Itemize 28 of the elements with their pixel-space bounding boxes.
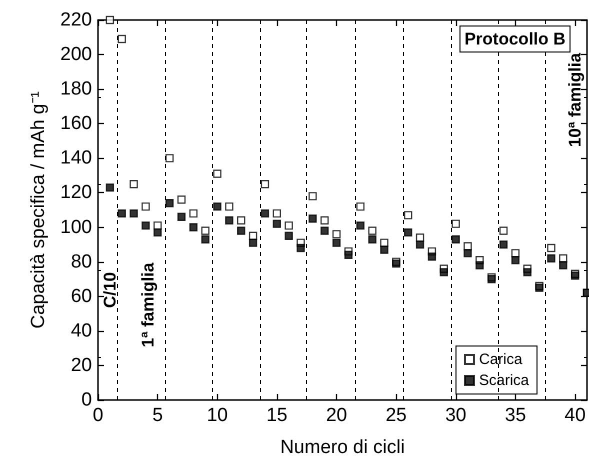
y-tick-label: 80	[70, 251, 92, 272]
y-tick-label: 120	[60, 182, 92, 204]
y-tick-label: 180	[60, 78, 92, 100]
y-tick-label: 100	[60, 216, 92, 238]
x-tick-label: 30	[445, 405, 466, 426]
x-tick-label: 25	[386, 405, 407, 426]
annotation: 10ª famiglia	[566, 52, 584, 148]
annotation: 1ª famiglia	[138, 262, 158, 348]
annotation: Protocollo B	[464, 30, 566, 48]
x-tick-label: 15	[266, 405, 288, 426]
x-axis-title: Numero di cicli	[280, 437, 405, 458]
y-tick-label: 200	[60, 44, 92, 66]
y-tick-label: 40	[70, 320, 92, 342]
x-tick-label: 5	[152, 405, 163, 426]
x-tick-label: 10	[206, 405, 228, 426]
y-axis-title: Capacità specifica / mAh g⁻¹	[28, 91, 49, 329]
x-tick-label: 20	[326, 405, 348, 426]
y-tick-label: 140	[60, 148, 92, 169]
y-tick-label: 220	[60, 10, 92, 30]
y-tick-label: 0	[81, 390, 92, 410]
legend-label: Carica	[478, 351, 523, 368]
x-tick-label: 40	[564, 405, 586, 426]
y-tick-label: 160	[60, 113, 92, 134]
y-tick-label: 20	[70, 354, 92, 376]
x-tick-label: 35	[504, 405, 526, 426]
legend-label: Scarica	[478, 372, 530, 389]
y-tick-label: 60	[70, 286, 92, 307]
annotation: C/10	[100, 272, 120, 308]
